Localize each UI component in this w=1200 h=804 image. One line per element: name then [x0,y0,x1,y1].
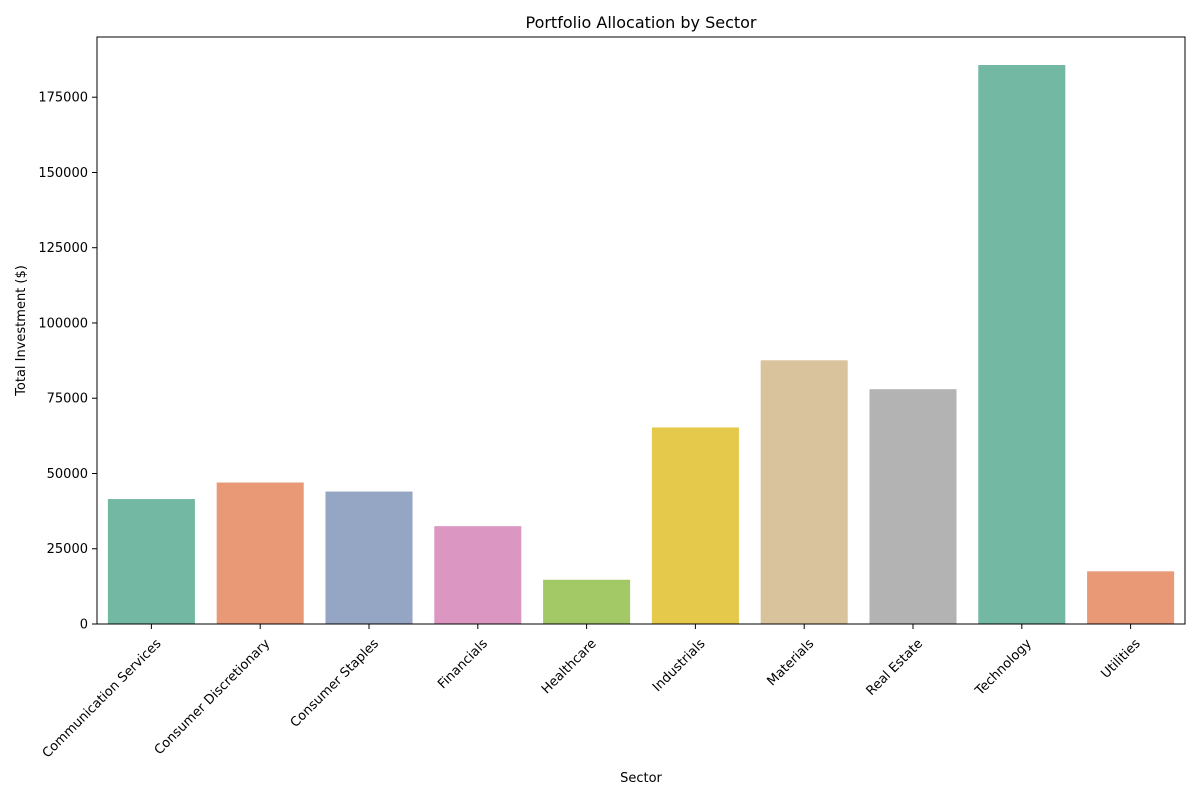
bar-real-estate [869,389,957,624]
y-tick-label: 0 [80,618,88,633]
y-tick-label: 75000 [47,392,88,407]
bar-consumer-staples [325,491,413,624]
y-tick-label: 150000 [38,166,88,181]
y-axis: 0 25000 50000 75000 100000 125000 150000 175000 [38,91,97,633]
bar-technology [978,64,1066,625]
bars-group [107,64,1175,625]
bar-industrials [651,427,739,624]
bar-utilities [1087,571,1175,624]
y-tick-label: 125000 [38,241,88,256]
y-tick-label: 175000 [38,91,88,106]
bar-financials [434,526,522,624]
chart-title: Portfolio Allocation by Sector [525,13,756,32]
bar-consumer-discretionary [216,482,304,624]
plot-frame [96,36,1186,625]
bar-communication-services [107,499,195,624]
bar-healthcare [543,579,631,624]
y-axis-label: Total Investment ($) [14,265,29,397]
bar-materials [760,360,848,624]
y-tick-label: 100000 [38,316,88,331]
x-axis-label: Sector [620,771,662,786]
y-tick-label: 50000 [47,467,88,482]
y-tick-label: 25000 [47,542,88,557]
